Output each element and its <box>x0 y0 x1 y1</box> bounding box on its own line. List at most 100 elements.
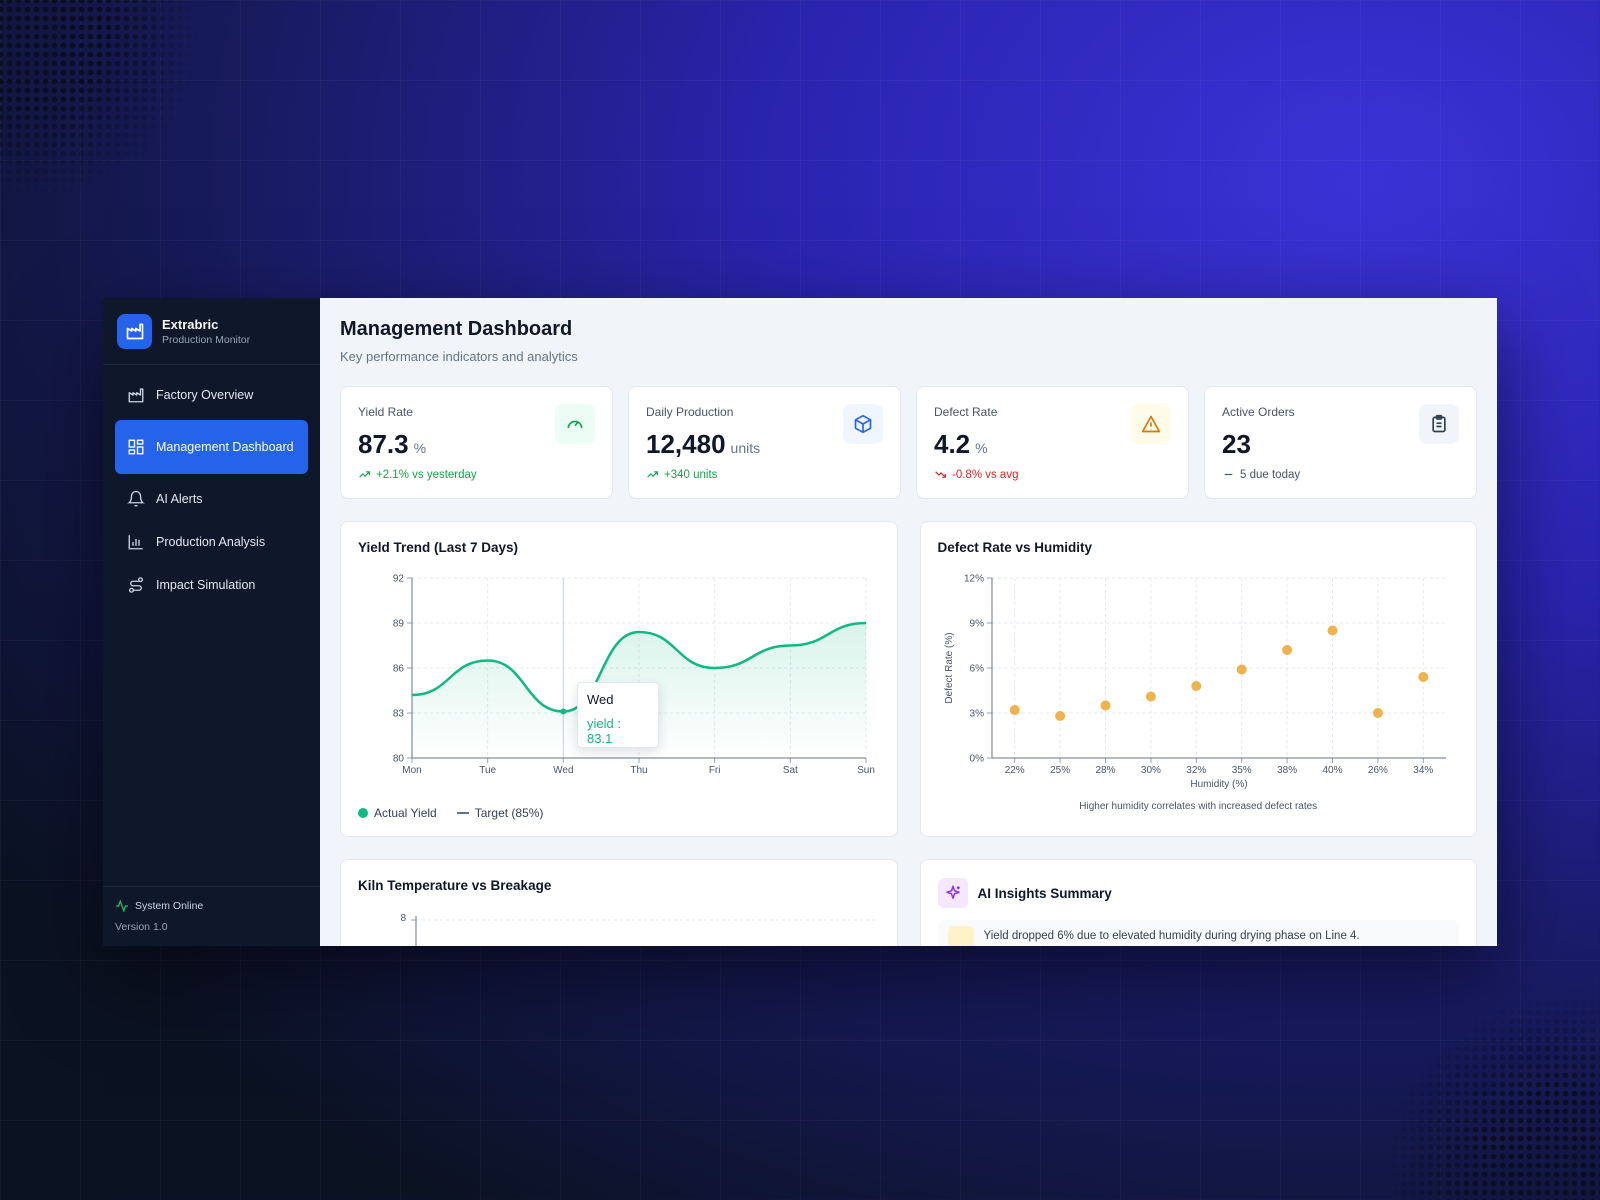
x-tick-label: Fri <box>709 765 721 776</box>
legend-dash-icon <box>456 812 469 814</box>
y-axis-label: Defect Rate (%) <box>944 632 955 703</box>
insight-text: Yield dropped 6% due to elevated humidit… <box>983 930 1360 942</box>
sidebar-item-production-analysis[interactable]: Production Analysis <box>115 524 308 560</box>
sidebar-footer: System Online Version 1.0 <box>103 886 320 946</box>
x-tick-label: 40% <box>1322 765 1342 776</box>
app-name: Extrabric <box>162 316 219 332</box>
page-title: Management Dashboard <box>340 318 573 340</box>
kpi-card-defect-rate[interactable]: Defect Rate 4.2 % -0.8% vs avg <box>916 386 1189 499</box>
chart-title: Yield Trend (Last 7 Days) <box>358 540 519 555</box>
x-tick-label: Sun <box>857 765 875 776</box>
legend-dot-icon <box>358 808 368 818</box>
kpi-card-daily-production[interactable]: Daily Production 12,480 units +340 units <box>628 386 901 499</box>
scatter-point <box>1327 625 1337 636</box>
page-subtitle: Key performance indicators and analytics <box>340 349 578 364</box>
yield-trend-card: Yield Trend (Last 7 Days) 80 83 86 89 92 Mon T… <box>340 521 898 837</box>
y-tick-label: 12% <box>963 574 983 585</box>
insights-title: AI Insights Summary <box>977 885 1112 901</box>
brand[interactable]: Extrabric Production Monitor <box>103 298 320 365</box>
sidebar-item-factory-overview[interactable]: Factory Overview <box>115 377 308 413</box>
scatter-point <box>1236 664 1247 675</box>
defect-humidity-card: Defect Rate vs Humidity 0% 3% 6% 9% 12% 22% 25… <box>919 521 1477 837</box>
sidebar-item-label: Production Analysis <box>156 535 266 549</box>
kpi-row: Yield Rate 87.3 % +2.1% vs yesterday Dai… <box>340 386 1477 499</box>
sidebar-item-label: AI Alerts <box>156 492 203 506</box>
sidebar-item-ai-alerts[interactable]: AI Alerts <box>115 481 308 517</box>
kpi-unit: units <box>730 440 761 456</box>
app-window: Extrabric Production Monitor Factory Ove… <box>103 298 1497 946</box>
kpi-label: Active Orders <box>1222 405 1295 419</box>
x-tick-label: 30% <box>1140 765 1160 776</box>
kiln-temperature-card: Kiln Temperature vs Breakage 8 <box>340 859 898 946</box>
main-content: Management Dashboard Key performance ind… <box>320 298 1497 946</box>
x-tick-label: 28% <box>1095 765 1115 776</box>
kpi-delta: -0.8% vs avg <box>934 468 1171 481</box>
series-line-actual-yield <box>411 621 867 713</box>
insight-item[interactable]: Yield dropped 6% due to elevated humidit… <box>937 920 1459 946</box>
status-text: System Online <box>135 900 204 912</box>
x-tick-label: 25% <box>1050 765 1070 776</box>
box-icon <box>843 404 883 444</box>
trend-up-icon <box>359 471 370 478</box>
bell-icon <box>127 490 145 507</box>
system-status: System Online <box>115 899 308 913</box>
kpi-card-active-orders[interactable]: Active Orders 23 5 due today <box>1204 386 1477 499</box>
kpi-unit: % <box>975 440 988 456</box>
minus-icon <box>1224 473 1233 476</box>
kpi-card-yield-rate[interactable]: Yield Rate 87.3 % +2.1% vs yesterday <box>340 386 613 499</box>
scatter-point <box>1372 708 1383 718</box>
y-tick-label: 80 <box>393 754 405 765</box>
legend-item-actual[interactable]: Actual Yield <box>358 806 437 820</box>
clipboard-icon <box>1419 404 1459 444</box>
chart-tooltip: Wed yield : 83.1 <box>577 682 659 748</box>
sparkles-icon <box>937 878 968 908</box>
x-tick-label: 32% <box>1186 765 1206 776</box>
kpi-value: 23 <box>1222 429 1251 459</box>
sidebar-nav: Factory Overview Management Dashboard AI… <box>103 365 320 615</box>
kpi-unit: % <box>413 440 427 456</box>
chart-caption: Higher humidity correlates with increase… <box>1079 801 1318 812</box>
x-tick-label: Sat <box>783 765 798 776</box>
sidebar-item-impact-simulation[interactable]: Impact Simulation <box>115 567 308 603</box>
bottom-row: Kiln Temperature vs Breakage 8 AI Insigh… <box>340 859 1477 946</box>
y-tick-label: 8 <box>400 913 406 924</box>
kpi-label: Yield Rate <box>358 405 413 419</box>
x-tick-label: 26% <box>1367 765 1387 776</box>
chart-title: Defect Rate vs Humidity <box>937 540 1093 555</box>
y-tick-label: 6% <box>969 664 984 675</box>
version-text: Version 1.0 <box>115 921 168 933</box>
y-tick-label: 0% <box>969 754 984 765</box>
legend-label: Target (85%) <box>474 806 544 820</box>
y-tick-label: 83 <box>393 709 405 720</box>
sidebar-item-management-dashboard[interactable]: Management Dashboard <box>115 420 308 474</box>
x-axis-label: Humidity (%) <box>1190 779 1247 790</box>
dashboard-icon <box>128 439 144 455</box>
x-tick-label: Thu <box>630 765 647 776</box>
defect-humidity-chart[interactable]: 0% 3% 6% 9% 12% 22% 25% 28% 30% 32% 35% 38% 40% 26% 34… <box>938 570 1468 795</box>
legend-label: Actual Yield <box>374 806 437 820</box>
halftone-decoration <box>0 0 200 200</box>
sidebar-item-label: Impact Simulation <box>156 578 256 592</box>
kpi-delta-text: 5 due today <box>1240 468 1301 481</box>
x-tick-label: 38% <box>1277 765 1297 776</box>
activity-icon <box>116 899 128 913</box>
scatter-point <box>1281 645 1292 655</box>
tooltip-label: Wed <box>587 692 614 707</box>
sidebar-item-label: Factory Overview <box>156 388 254 402</box>
trend-down-icon <box>947 926 974 946</box>
trend-up-icon <box>647 471 658 478</box>
y-tick-label: 9% <box>969 619 984 630</box>
scatter-point <box>1054 711 1065 721</box>
route-icon <box>128 577 144 593</box>
legend-item-target[interactable]: Target (85%) <box>456 806 544 820</box>
y-tick-label: 92 <box>393 574 405 585</box>
app-subtitle: Production Monitor <box>162 333 251 346</box>
scatter-point <box>1009 705 1020 715</box>
kpi-delta-text: +2.1% vs yesterday <box>376 468 477 481</box>
halftone-decoration <box>1390 990 1600 1200</box>
kpi-delta: +340 units <box>646 468 883 481</box>
yield-trend-chart[interactable]: 80 83 86 89 92 Mon Tue Wed Thu Fri Sat Sun <box>358 570 898 790</box>
x-tick-label: 22% <box>1004 765 1024 776</box>
x-tick-label: 35% <box>1231 765 1251 776</box>
warning-icon <box>1131 404 1171 444</box>
